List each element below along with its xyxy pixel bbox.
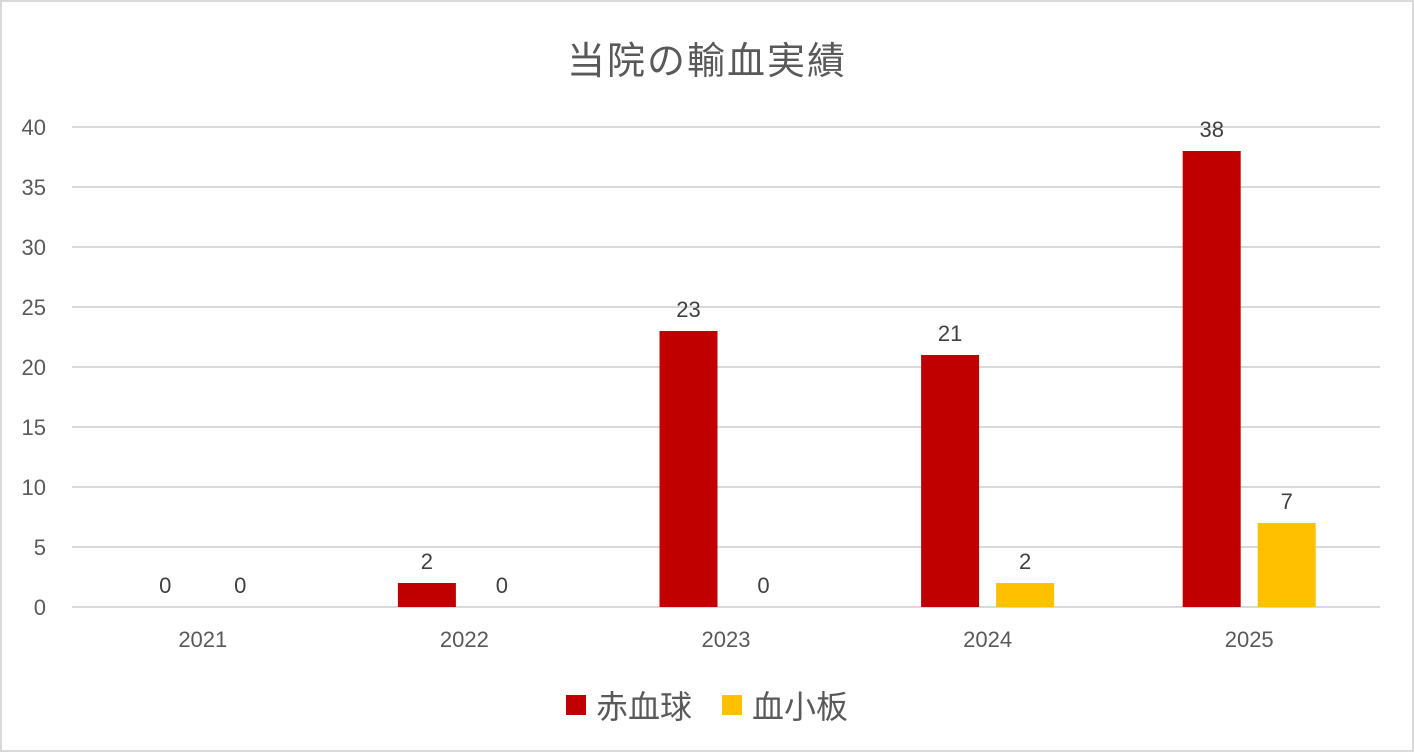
- data-label: 23: [676, 297, 700, 322]
- bar-0-2025: [1182, 151, 1241, 607]
- y-tick-label: 25: [22, 295, 46, 320]
- data-label: 2: [1019, 549, 1031, 574]
- legend-swatch-series-1: [722, 695, 742, 715]
- x-tick-label: 2025: [1225, 627, 1274, 652]
- legend-item-series-0: 赤血球: [565, 682, 692, 728]
- data-label: 21: [938, 321, 962, 346]
- bar-0-2024: [921, 355, 980, 607]
- y-tick-label: 40: [22, 115, 46, 140]
- data-label: 7: [1281, 489, 1293, 514]
- x-tick-label: 2021: [178, 627, 227, 652]
- legend-swatch-series-0: [565, 695, 586, 715]
- y-tick-label: 20: [22, 355, 46, 380]
- bar-1-2024: [996, 583, 1055, 607]
- data-label: 0: [496, 573, 508, 598]
- y-tick-label: 35: [22, 175, 46, 200]
- y-tick-label: 15: [22, 415, 46, 440]
- data-label: 0: [757, 573, 769, 598]
- chart-title: 当院の輸血実績: [566, 41, 847, 83]
- legend: 赤血球 血小板: [0, 682, 1414, 728]
- bar-0-2023: [659, 331, 718, 607]
- bar-1-2025: [1257, 523, 1316, 607]
- data-label: 0: [159, 573, 171, 598]
- x-tick-label: 2024: [963, 627, 1012, 652]
- data-label: 38: [1199, 117, 1223, 142]
- legend-label-series-0: 赤血球: [595, 689, 692, 725]
- bar-0-2022: [397, 583, 456, 607]
- y-tick-label: 5: [34, 535, 46, 560]
- data-label: 2: [421, 549, 433, 574]
- data-label: 0: [234, 573, 246, 598]
- x-tick-label: 2022: [440, 627, 489, 652]
- x-tick-label: 2023: [702, 627, 751, 652]
- y-tick-label: 10: [22, 475, 46, 500]
- legend-item-series-1: 血小板: [722, 682, 848, 728]
- y-tick-label: 30: [22, 235, 46, 260]
- legend-label-series-1: 血小板: [752, 689, 849, 725]
- y-tick-label: 0: [34, 595, 46, 620]
